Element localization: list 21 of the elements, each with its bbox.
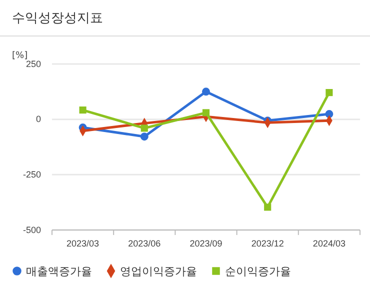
y-tick-label: 0: [36, 114, 41, 124]
y-axis-title: [%]: [12, 51, 28, 61]
x-tick-label: 2023/12: [251, 238, 284, 248]
point: [79, 106, 86, 114]
point: [140, 132, 148, 141]
legend-label: 영업이익증가율: [120, 265, 197, 278]
point: [264, 204, 272, 211]
x-tick-label: 2023/06: [128, 238, 161, 248]
y-tick-label: -500: [22, 224, 41, 235]
legend-label: 순이익증가율: [225, 265, 291, 278]
chart-title: 수익성장성지표: [12, 11, 103, 26]
y-tick-label: 250: [26, 58, 41, 69]
point: [326, 89, 333, 96]
y-tick-label: -250: [22, 170, 41, 180]
point: [202, 88, 210, 96]
legend-label: 매출액증가율: [26, 265, 92, 278]
x-tick-label: 2023/03: [66, 238, 100, 248]
x-tick-label: 2023/09: [190, 238, 222, 248]
x-tick-label: 2024/03: [312, 238, 346, 248]
point: [140, 124, 148, 132]
point: [202, 109, 210, 116]
